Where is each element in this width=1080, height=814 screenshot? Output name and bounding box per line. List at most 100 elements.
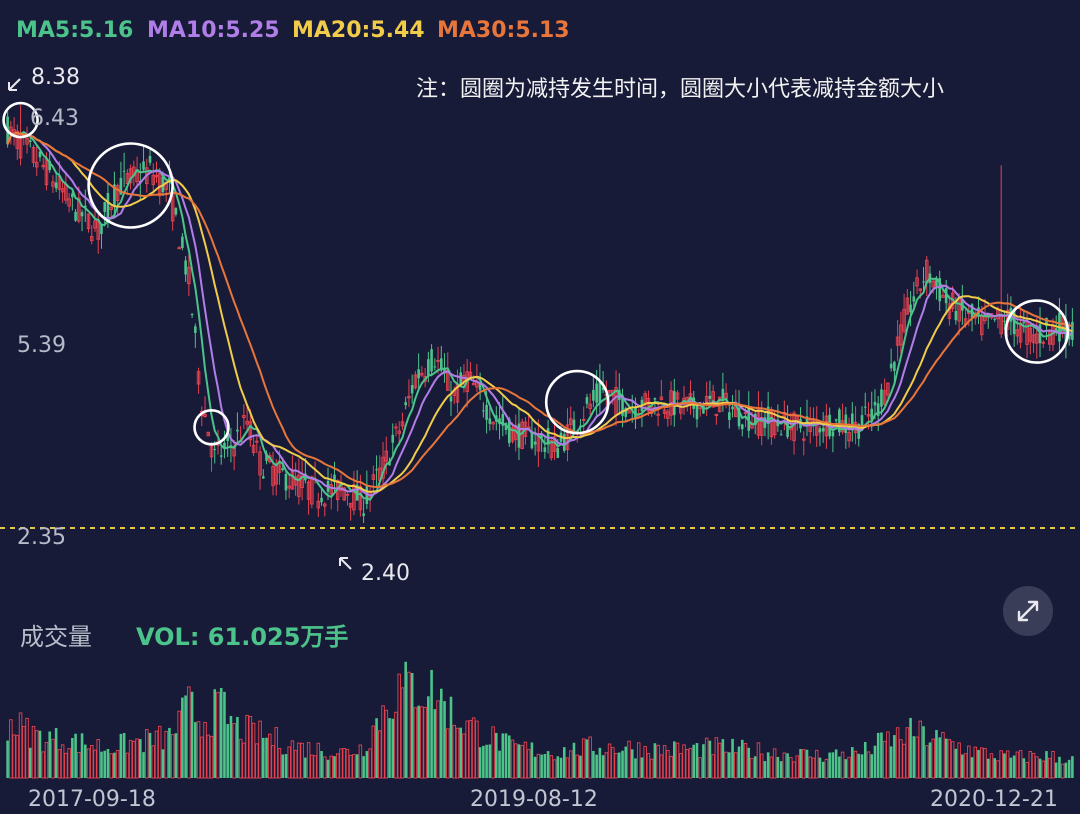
volume-bar [177, 710, 181, 779]
volume-bar [882, 740, 887, 779]
volume-bar [899, 739, 903, 779]
volume-bar [766, 752, 770, 778]
volume-bar [724, 751, 728, 779]
volume-bar [902, 743, 906, 779]
date-label-start: 2017-09-18 [28, 787, 156, 812]
candle-body [931, 280, 935, 288]
volume-bar [750, 757, 754, 779]
candle-body [743, 411, 748, 414]
candle-body [763, 417, 767, 428]
volume-bar [999, 750, 1003, 779]
volume-bar [957, 742, 961, 779]
candle-body [938, 278, 941, 302]
volume-bar [1009, 757, 1013, 778]
volume-bar [656, 744, 660, 779]
candle-body [25, 137, 29, 145]
volume-bar [187, 686, 191, 779]
expand-button[interactable] [1003, 586, 1053, 636]
candle-body [316, 500, 321, 509]
candle-body [255, 440, 259, 443]
candle-body [876, 403, 880, 416]
volume-bar [915, 736, 919, 779]
volume-bar [495, 732, 498, 778]
volume-bar [1071, 756, 1074, 778]
candle-body [621, 395, 624, 416]
volume-bar [636, 742, 641, 779]
volume-bar [857, 753, 861, 778]
candle-body [417, 369, 420, 379]
volume-bar [100, 751, 103, 778]
volume-bar [206, 734, 211, 779]
volume-bar [734, 752, 738, 779]
volume-bar [954, 748, 958, 778]
ma30-line [6, 131, 1073, 489]
volume-bar [581, 738, 586, 779]
volume-bar [119, 733, 123, 778]
volume-bar [71, 738, 74, 778]
candle-body [352, 484, 356, 511]
candle-body [941, 294, 945, 298]
volume-bar [601, 755, 605, 778]
volume-bar [74, 733, 77, 778]
volume-bar [759, 753, 764, 779]
candle-body [1015, 329, 1020, 337]
volume-bar [148, 732, 152, 778]
volume-bar [851, 747, 854, 778]
candle-body [35, 161, 39, 168]
candle-body [449, 396, 453, 402]
volume-bar [258, 720, 262, 779]
volume-bar [918, 720, 923, 779]
candle-body [1031, 334, 1036, 344]
candle-body [662, 409, 667, 414]
volume-bar [922, 726, 925, 778]
volume-bar [57, 749, 62, 779]
arrow-up-left-icon [339, 557, 352, 570]
candle-body [397, 430, 401, 434]
volume-bar [384, 709, 389, 779]
volume-bar [355, 754, 359, 778]
volume-bar [634, 758, 637, 778]
candle-body [333, 474, 336, 482]
volume-bar [614, 753, 618, 779]
volume-bar [776, 756, 780, 778]
volume-bar [77, 752, 81, 779]
volume-bar [688, 747, 693, 779]
candle-body [71, 193, 74, 198]
volume-bar [310, 754, 314, 779]
volume-bar [646, 753, 651, 779]
volume-bar [840, 751, 845, 779]
candle-body [358, 485, 363, 511]
candle-body [1041, 341, 1045, 344]
volume-bar [154, 730, 159, 779]
volume-bar [48, 731, 51, 778]
volume-bar [928, 742, 932, 778]
volume-bar [847, 756, 851, 779]
reduction-circles [2, 101, 1070, 446]
volume-bar [685, 749, 689, 779]
candle-body [375, 469, 378, 471]
candle-body [407, 395, 411, 399]
candle-body [290, 471, 295, 490]
candle-body [656, 413, 660, 416]
candle-body [504, 423, 508, 430]
candle-body [624, 408, 628, 417]
volume-bar [125, 752, 130, 779]
reduction-circle [1004, 299, 1070, 364]
volume-bar [659, 754, 664, 779]
candle-body [935, 278, 938, 287]
volume-bar [498, 750, 501, 778]
volume-bar [763, 761, 767, 778]
volume-bar [443, 701, 446, 778]
date-label-end: 2020-12-21 [930, 787, 1058, 812]
candle-body [704, 396, 709, 403]
volume-bar [404, 661, 407, 778]
volume-bar [465, 720, 469, 779]
volume-bar [375, 718, 378, 778]
candle-body [886, 382, 890, 396]
volume-bar [446, 728, 450, 779]
volume-bar [229, 715, 233, 778]
volume-bar [717, 742, 722, 779]
volume-bar [488, 744, 492, 778]
volume-bar [371, 725, 376, 779]
candle-body [805, 416, 809, 423]
